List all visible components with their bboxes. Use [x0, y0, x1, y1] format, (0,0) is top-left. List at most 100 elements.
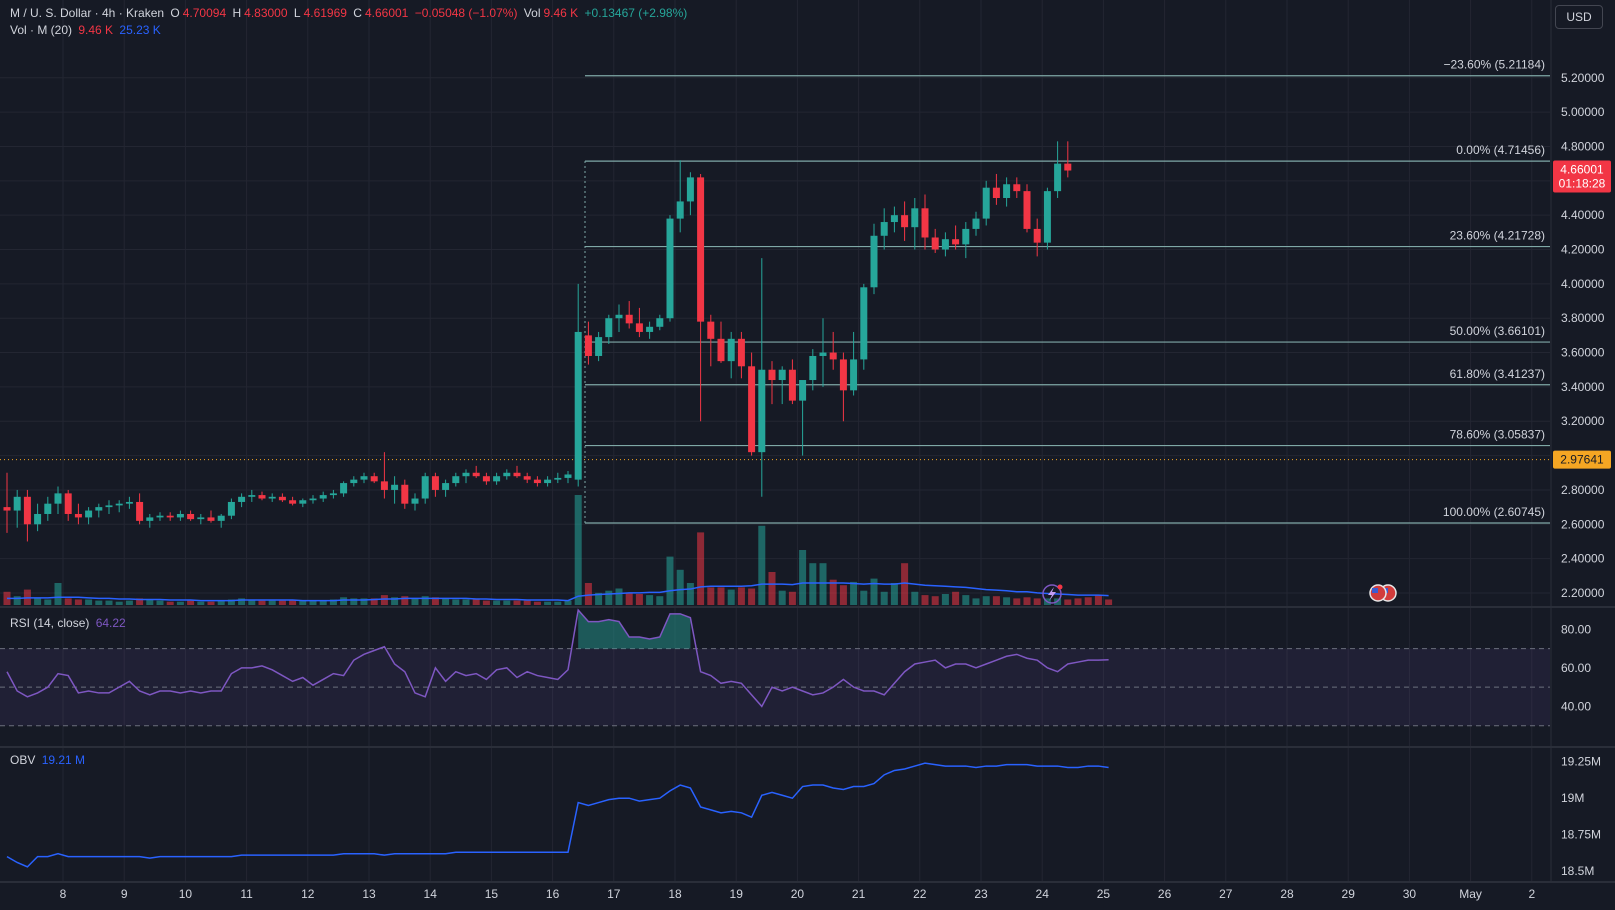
- symbol-title[interactable]: M / U. S. Dollar · 4h · Kraken: [10, 6, 165, 20]
- volume-bar: [921, 595, 929, 605]
- time-tick-label: 15: [485, 887, 499, 901]
- candle-body: [319, 495, 327, 499]
- high-value: 4.83000: [244, 6, 288, 20]
- volume-bar: [952, 591, 960, 605]
- time-tick-label: 14: [424, 887, 438, 901]
- time-axis[interactable]: 8 9 10 11 12 13 14 15 16 17 18 19 20 21 22 23 24 25 26 27 28…: [60, 887, 1536, 901]
- volume-bar: [340, 597, 348, 605]
- candle-body: [554, 477, 562, 480]
- obv-line: [6, 762, 1109, 868]
- volume-bar: [982, 596, 990, 605]
- obv-tick-label: 18.5M: [1561, 864, 1594, 878]
- volume-bar: [1013, 598, 1021, 605]
- volume-bar: [615, 588, 623, 605]
- candle-body: [411, 498, 419, 504]
- volume-bar: [421, 596, 429, 605]
- vol-label: Vol: [523, 6, 541, 20]
- volume-bar: [125, 600, 133, 605]
- volume-legend-ma: 25.23 K: [119, 23, 161, 37]
- candle-body: [646, 326, 654, 332]
- obv-pane: [6, 762, 1109, 868]
- fib-level-label: −23.60% (5.21184): [1443, 58, 1545, 72]
- candle-body: [676, 201, 684, 219]
- volume-bar: [156, 600, 164, 605]
- volume-bar: [564, 600, 572, 605]
- volume-bar: [493, 600, 501, 605]
- volume-bar: [329, 599, 337, 605]
- currency-button[interactable]: USD: [1555, 5, 1603, 29]
- volume-bar: [523, 600, 531, 605]
- volume-bar: [258, 600, 266, 605]
- volume-bar: [778, 590, 786, 605]
- candle-body: [309, 498, 317, 501]
- volume-bar: [513, 600, 521, 605]
- rsi-legend[interactable]: RSI (14, close) 64.22: [10, 616, 129, 630]
- volume-bar: [788, 591, 796, 605]
- time-tick-label: 28: [1280, 887, 1294, 901]
- us-flag-icon[interactable]: [1369, 584, 1397, 602]
- candle-body: [574, 331, 582, 480]
- volume-legend[interactable]: Vol · M (20) 9.46 K 25.23 K: [10, 23, 164, 37]
- close-label: C: [353, 6, 362, 20]
- volume-bar: [44, 599, 52, 605]
- candle-body: [666, 218, 674, 319]
- candle-body: [584, 335, 592, 356]
- volume-bar: [176, 601, 184, 605]
- fib-retracement[interactable]: −23.60% (5.21184) 0.00% (4.71456) 23.60% (…: [584, 58, 1550, 524]
- volume-bar: [544, 601, 552, 605]
- volume-bar: [911, 591, 919, 605]
- candle-body: [442, 483, 450, 490]
- volume-bar: [248, 599, 256, 605]
- volume-bar: [748, 588, 756, 605]
- candle-body: [605, 318, 613, 338]
- price-tick-label: 2.60000: [1561, 517, 1605, 531]
- countdown-label: 01:18:28: [1559, 177, 1606, 191]
- change-value: −0.05048 (−1.07%): [414, 6, 518, 20]
- candle-body: [115, 503, 123, 506]
- candle-body: [1003, 184, 1011, 198]
- time-tick-label: 29: [1342, 887, 1356, 901]
- candle-body: [299, 500, 307, 504]
- obv-legend[interactable]: OBV 19.21 M: [10, 753, 88, 767]
- volume-bar: [350, 598, 358, 605]
- volume-bar: [727, 589, 735, 605]
- candle-body: [3, 507, 11, 511]
- volume-bar: [1084, 597, 1092, 605]
- volume-bar: [666, 556, 674, 605]
- price-tick-label: 3.80000: [1561, 311, 1605, 325]
- volume-bar: [187, 600, 195, 605]
- candle-body: [278, 496, 286, 501]
- lightning-icon[interactable]: [1042, 584, 1063, 604]
- volume-bar: [64, 598, 72, 605]
- volume-bar: [472, 599, 480, 605]
- candle-body: [595, 337, 603, 356]
- candle-body: [1013, 184, 1021, 192]
- volume-bar: [95, 600, 103, 605]
- time-tick-label: 20: [791, 887, 805, 901]
- time-tick-label: 17: [607, 887, 621, 901]
- time-tick-label: 24: [1036, 887, 1050, 901]
- volume-bar: [646, 595, 654, 605]
- candle-body: [329, 493, 337, 496]
- candle-body: [431, 476, 439, 490]
- candle-body: [176, 513, 184, 518]
- candle-body: [1023, 191, 1031, 229]
- time-tick-label: 11: [240, 887, 253, 901]
- volume-legend-label: Vol · M (20): [10, 23, 73, 37]
- volume-bar: [819, 563, 827, 605]
- price-axis[interactable]: 5.200005.000004.800004.600004.400004.200…: [1553, 71, 1611, 878]
- time-tick-label: 26: [1158, 887, 1172, 901]
- volume-bar: [962, 595, 970, 605]
- volume-bar: [482, 600, 490, 605]
- candle-body: [850, 359, 858, 391]
- candle-body: [503, 472, 511, 477]
- time-tick-label: May: [1459, 887, 1482, 901]
- volume-bar: [768, 572, 776, 605]
- rsi-legend-value: 64.22: [95, 616, 126, 630]
- price-tick-label: 2.20000: [1561, 586, 1605, 600]
- candle-body: [625, 314, 633, 324]
- time-tick-label: 25: [1097, 887, 1111, 901]
- volume-bar: [931, 596, 939, 605]
- volume-bar: [105, 600, 113, 605]
